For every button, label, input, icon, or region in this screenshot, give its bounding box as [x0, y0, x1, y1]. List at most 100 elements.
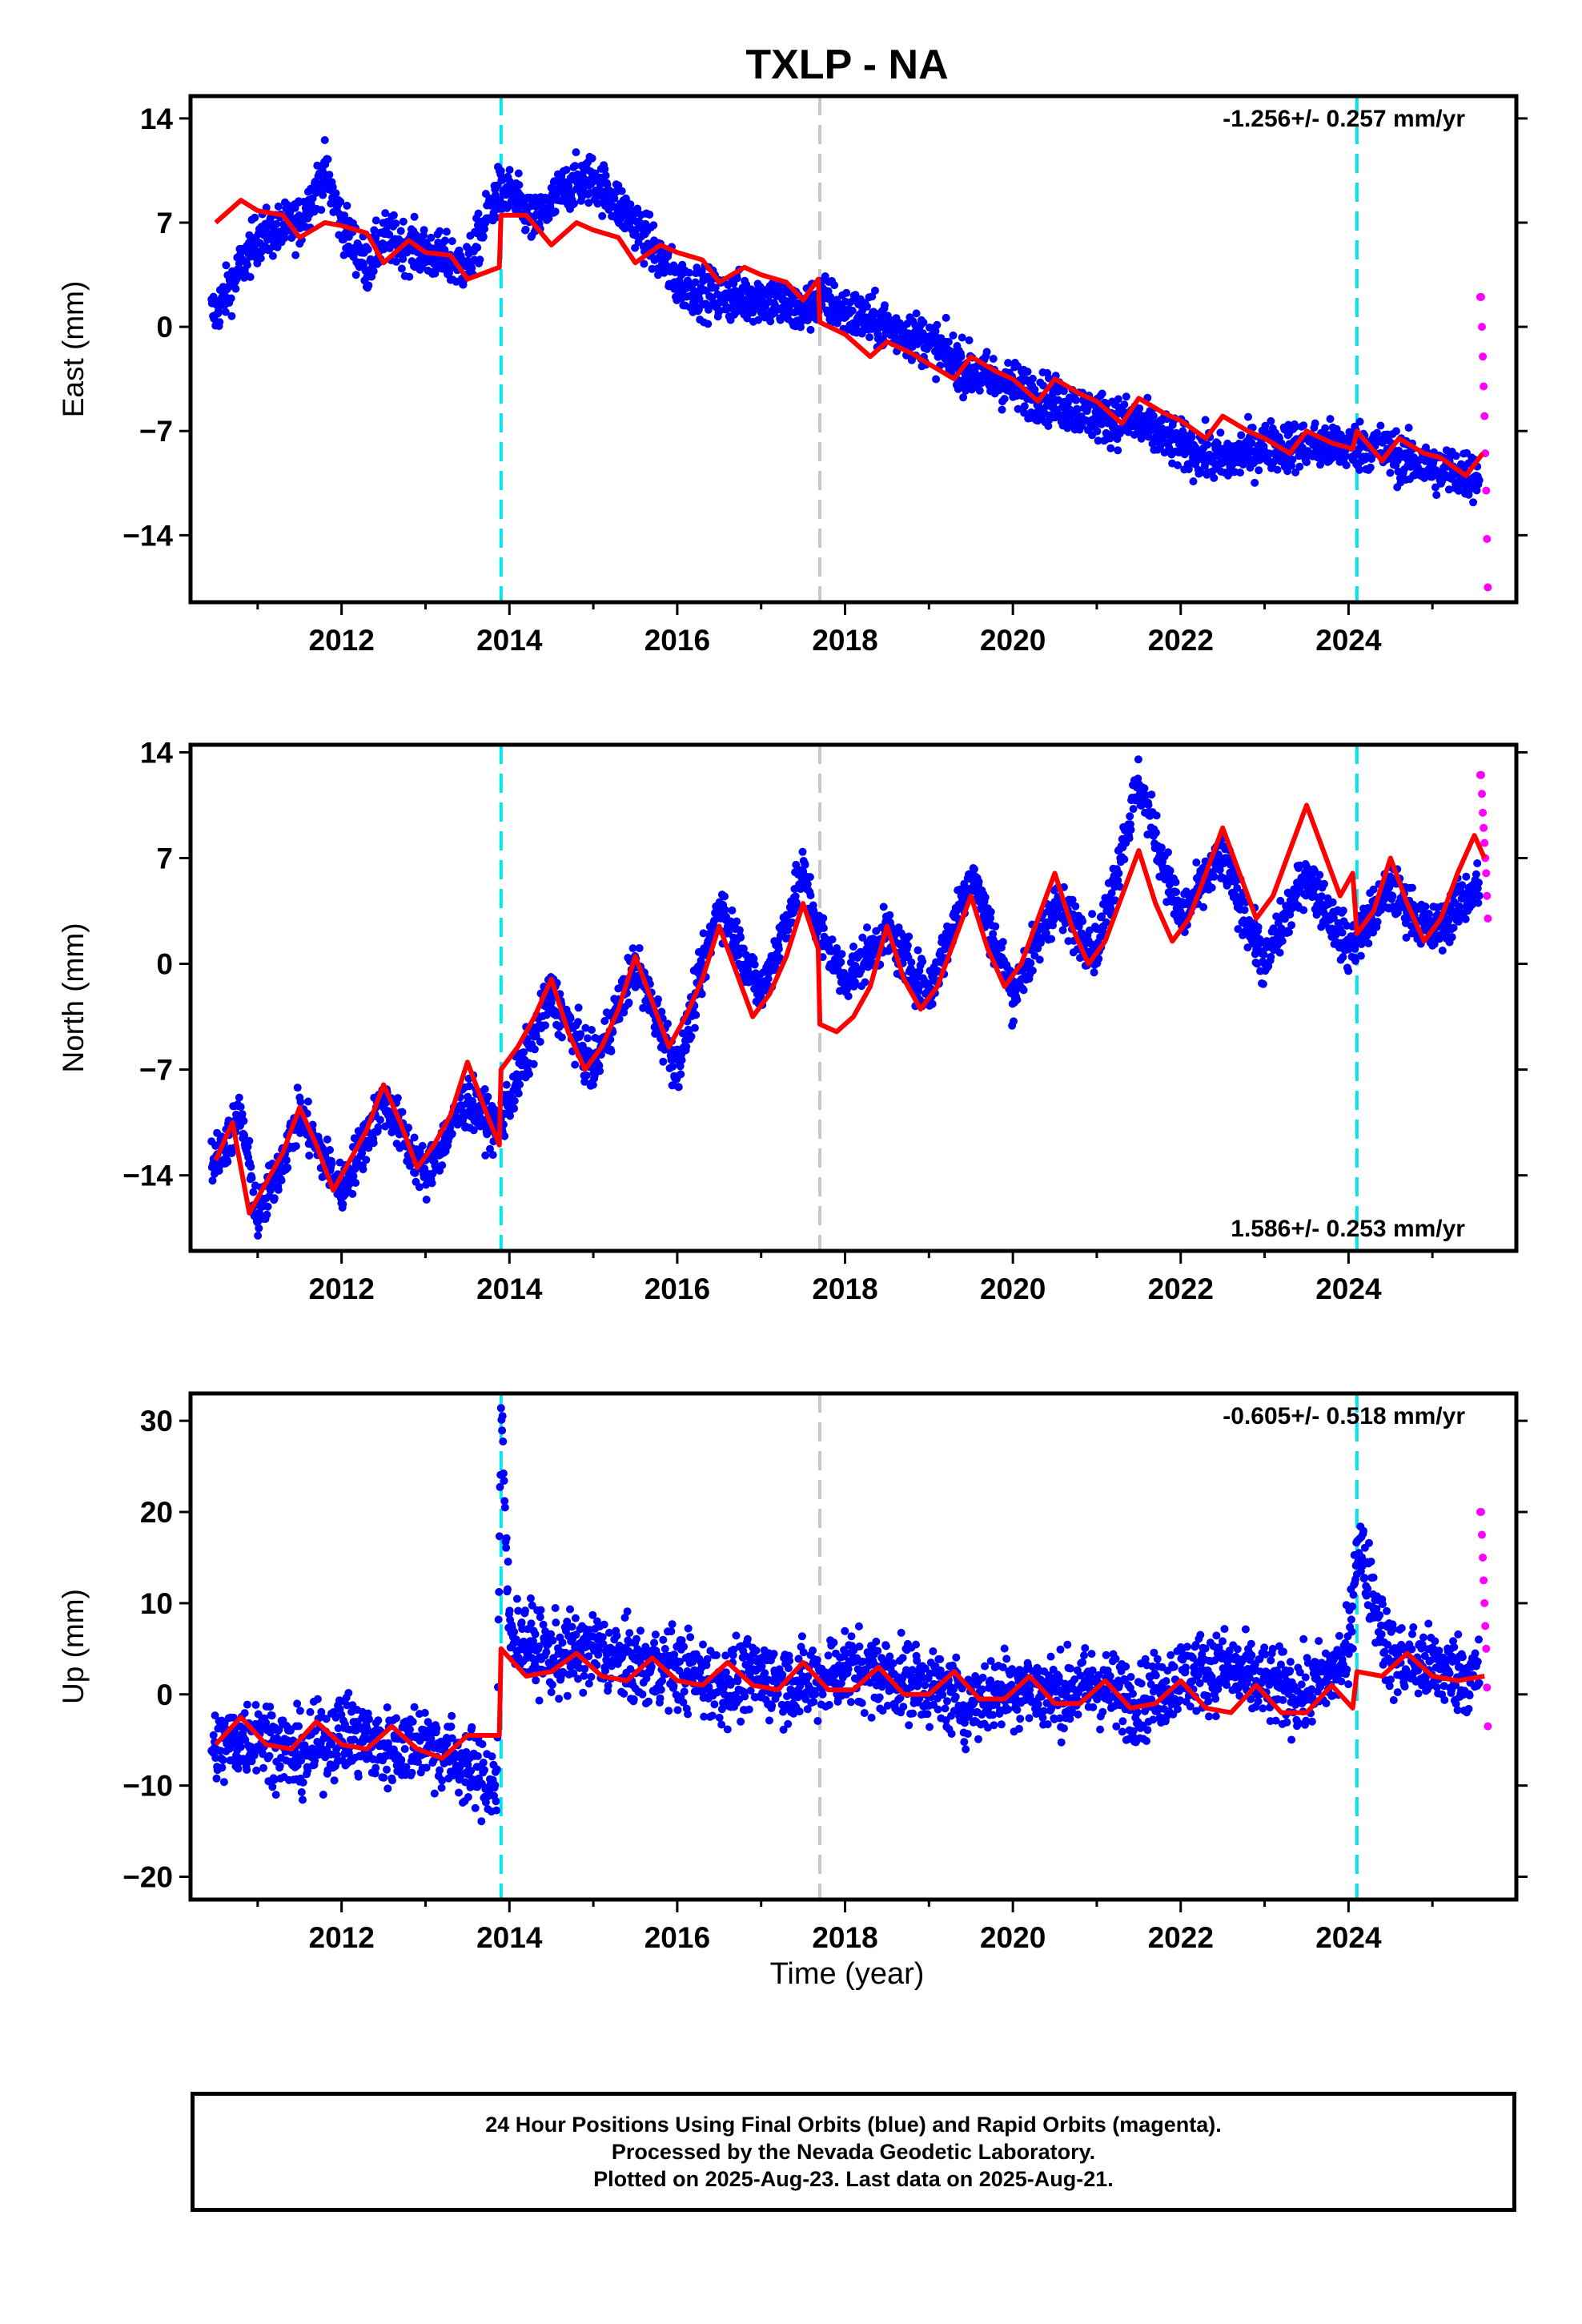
- final-orbit-point: [256, 254, 265, 263]
- final-orbit-point: [392, 257, 400, 266]
- final-orbit-point: [331, 189, 340, 198]
- final-orbit-point: [1114, 446, 1122, 455]
- final-orbit-point: [445, 268, 453, 277]
- final-orbit-point: [1013, 995, 1022, 1004]
- final-orbit-point: [410, 1133, 419, 1142]
- final-orbit-point: [871, 286, 879, 295]
- final-orbit-point: [1098, 389, 1106, 398]
- final-orbit-point: [562, 166, 571, 175]
- final-orbit-point: [721, 906, 729, 914]
- final-orbit-point: [1147, 790, 1156, 799]
- final-orbit-point: [1192, 858, 1201, 866]
- final-orbit-point: [1122, 392, 1130, 401]
- final-orbit-point: [1010, 1017, 1018, 1026]
- final-orbit-point: [398, 1108, 407, 1116]
- final-orbit-point: [1071, 902, 1080, 911]
- final-orbit-point: [721, 892, 729, 901]
- final-orbit-point: [375, 1116, 384, 1124]
- final-orbit-point: [1045, 374, 1053, 383]
- final-orbit-point: [1199, 903, 1208, 911]
- final-orbit-point: [363, 245, 372, 254]
- final-orbit-point: [1312, 911, 1321, 919]
- final-orbit-point: [959, 393, 968, 402]
- rapid-orbit-points: [1476, 292, 1492, 592]
- final-orbit-point: [500, 1132, 509, 1140]
- final-orbit-point: [529, 1059, 538, 1068]
- final-orbit-point: [977, 379, 986, 388]
- final-orbit-point: [448, 1129, 456, 1138]
- final-orbit-point: [1285, 928, 1293, 936]
- final-orbit-point: [1115, 883, 1124, 891]
- final-orbit-point: [473, 243, 482, 252]
- final-orbit-point: [1114, 395, 1122, 404]
- final-orbit-point: [1267, 416, 1275, 425]
- final-orbit-point: [1135, 404, 1144, 412]
- final-orbit-point: [1203, 440, 1212, 449]
- final-orbit-point: [396, 227, 405, 235]
- final-orbit-point: [1093, 427, 1102, 436]
- final-orbit-point: [798, 847, 807, 856]
- final-orbit-point: [1137, 434, 1146, 443]
- final-orbit-point: [1339, 953, 1347, 962]
- final-orbit-point: [711, 283, 720, 292]
- final-orbit-point: [514, 1089, 523, 1098]
- final-orbit-point: [479, 232, 488, 241]
- final-orbit-point: [732, 308, 741, 316]
- final-orbit-point: [227, 312, 236, 320]
- final-orbit-point: [1072, 396, 1080, 404]
- final-orbit-point: [669, 1062, 677, 1071]
- final-orbit-point: [282, 1156, 291, 1164]
- final-orbit-point: [600, 1017, 609, 1025]
- final-orbit-point: [440, 246, 449, 254]
- final-orbit-point: [1078, 917, 1087, 926]
- final-orbit-point: [1355, 465, 1363, 474]
- final-orbit-point: [1247, 439, 1256, 448]
- final-orbit-point: [1475, 476, 1484, 485]
- final-orbit-point: [1404, 424, 1413, 432]
- final-orbit-point: [1254, 923, 1263, 931]
- final-orbit-point: [323, 1135, 331, 1144]
- final-orbit-point: [991, 922, 1000, 931]
- final-orbit-point: [891, 332, 900, 341]
- final-orbit-point: [607, 1047, 616, 1055]
- final-orbit-point: [222, 261, 231, 270]
- final-orbit-point: [1152, 811, 1161, 820]
- final-orbit-point: [1114, 876, 1122, 885]
- final-orbit-point: [861, 978, 869, 987]
- final-orbit-point: [728, 906, 737, 915]
- plot-area-north: [207, 745, 1492, 1251]
- final-orbit-point: [243, 260, 251, 269]
- final-orbit-point: [492, 213, 500, 222]
- final-orbit-point: [588, 1080, 597, 1089]
- final-orbit-point: [1120, 855, 1129, 864]
- final-orbit-point: [677, 1055, 686, 1064]
- final-orbit-point: [735, 926, 744, 935]
- final-orbit-point: [1364, 939, 1373, 947]
- final-orbit-point: [685, 268, 693, 277]
- final-orbit-point: [1356, 951, 1365, 960]
- final-orbit-point: [1234, 925, 1243, 934]
- final-orbit-point: [1050, 915, 1058, 924]
- rapid-orbit-point: [1482, 486, 1491, 495]
- final-orbit-point: [393, 1094, 402, 1103]
- final-orbit-point: [687, 1032, 696, 1041]
- final-orbit-point: [510, 1104, 519, 1113]
- final-orbit-point: [249, 1188, 258, 1196]
- rapid-orbit-point: [1476, 292, 1484, 301]
- final-orbit-point: [848, 306, 857, 315]
- final-orbit-point: [1316, 460, 1324, 469]
- final-orbit-point: [1248, 424, 1257, 432]
- final-orbit-point: [1243, 943, 1252, 952]
- final-orbit-point: [317, 206, 326, 215]
- final-orbit-point: [1098, 420, 1106, 428]
- final-orbit-point: [1004, 359, 1013, 368]
- final-orbit-point: [1166, 866, 1174, 875]
- final-orbit-point: [750, 960, 759, 969]
- final-orbit-point: [1332, 424, 1341, 433]
- final-orbit-point: [1469, 498, 1478, 507]
- rapid-orbit-point: [1480, 382, 1488, 391]
- final-orbit-point: [907, 958, 916, 967]
- final-orbit-point: [358, 1148, 367, 1157]
